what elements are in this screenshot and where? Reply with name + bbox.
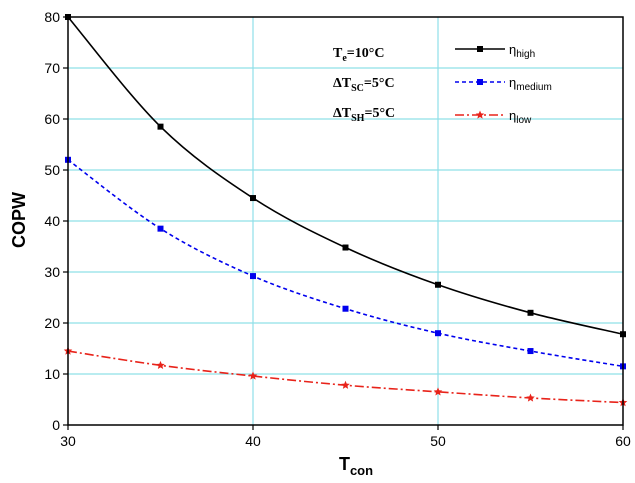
y-tick-label: 10 — [44, 366, 60, 382]
legend-label: ηmedium — [509, 75, 552, 93]
data-point-high — [157, 123, 164, 130]
legend-marker — [477, 79, 483, 85]
series-low — [63, 346, 628, 407]
data-point-high — [435, 281, 441, 288]
y-tick-label: 0 — [52, 417, 60, 433]
x-axis-title: Tcon — [339, 454, 373, 478]
x-tick-label: 50 — [430, 433, 446, 449]
series-line-medium — [67, 159, 624, 368]
x-tick-label: 40 — [245, 433, 261, 449]
y-axis-title: COPW — [9, 192, 29, 248]
data-point-medium — [435, 330, 441, 337]
y-tick-label: 80 — [44, 9, 60, 25]
data-point-medium — [157, 225, 164, 232]
data-point-high — [250, 195, 256, 202]
annotations: Te=10°C ΔTSC=5°C ΔTSH=5°C — [333, 46, 395, 124]
data-point-medium — [527, 348, 534, 355]
data-point-low — [433, 387, 443, 396]
legend-marker — [475, 110, 485, 119]
y-tick-label: 30 — [44, 264, 60, 280]
legend: ηhigh ηmedium ηlow — [455, 42, 552, 126]
annotation-0: Te=10°C — [333, 46, 384, 64]
y-tick-label: 40 — [44, 213, 60, 229]
annotation-2: ΔTSH=5°C — [333, 106, 395, 124]
annotation-1: ΔTSC=5°C — [333, 76, 395, 94]
ticks: 0 10 20 30 40 50 60 70 80 30 40 50 60 — [44, 9, 631, 449]
legend-marker — [477, 46, 483, 52]
series-medium — [65, 156, 626, 370]
data-point-low — [526, 393, 535, 402]
y-tick-label: 50 — [44, 162, 60, 178]
series-layer — [63, 14, 628, 407]
x-tick-label: 60 — [615, 433, 631, 449]
series-line-low — [67, 350, 624, 404]
x-tick-label: 30 — [60, 433, 76, 449]
series-line-high — [67, 16, 624, 335]
data-point-medium — [342, 305, 349, 312]
legend-label: ηlow — [509, 108, 532, 126]
data-point-low — [156, 360, 165, 369]
y-tick-label: 70 — [44, 60, 60, 76]
data-point-low — [341, 380, 350, 389]
legend-entry-high: ηhigh — [455, 42, 535, 60]
legend-entry-low: ηlow — [455, 108, 532, 126]
grid — [68, 17, 623, 425]
data-point-low — [248, 371, 258, 380]
data-point-medium — [250, 273, 256, 280]
data-point-high — [527, 309, 534, 316]
data-point-high — [342, 244, 349, 251]
y-tick-label: 20 — [44, 315, 60, 331]
legend-label: ηhigh — [509, 42, 535, 60]
y-tick-label: 60 — [44, 111, 60, 127]
legend-entry-medium: ηmedium — [455, 75, 552, 93]
